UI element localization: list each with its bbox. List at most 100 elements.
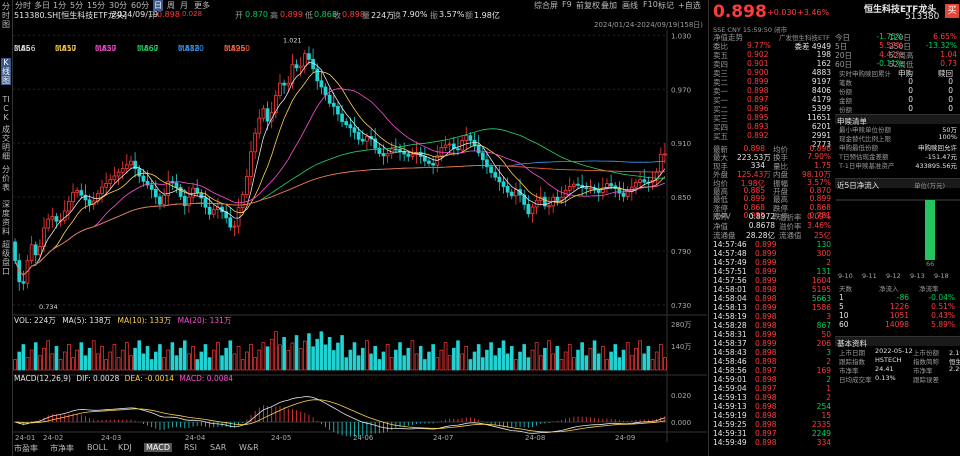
volume-bar [481, 357, 485, 371]
volume-bar [207, 357, 212, 371]
side-tab-super-book[interactable]: 超级盘口 [2, 240, 10, 276]
period-more[interactable]: 更多 [194, 1, 210, 10]
volume-bar [427, 351, 431, 371]
tab-sar[interactable]: SAR [210, 443, 227, 452]
stat-value: 4.42% [879, 50, 903, 59]
price-tick-label: 1.030 [671, 32, 691, 40]
volume-bar [216, 342, 220, 371]
side-tab-trades[interactable]: 成交明细 [2, 125, 10, 161]
period-week[interactable]: 周 [167, 1, 175, 10]
period-multi-day[interactable]: 多日 [34, 1, 50, 10]
volume-bar [505, 353, 510, 371]
candle-body [543, 196, 547, 207]
side-tab-intraday[interactable]: 分时图 [2, 2, 10, 29]
period-month[interactable]: 月 [180, 1, 188, 10]
chart-tools: 综合屏 F9 前复权 叠加 画线 F10 标记 +自选 返回 [0, 0, 708, 10]
period-5min[interactable]: 5分 [70, 1, 84, 10]
left-side-tabs: 分时图 K线图 TICK 成交明细 分价表 深度资料 超级盘口 [0, 0, 13, 456]
candle-body [29, 244, 34, 262]
subscribe-label: 份额 [839, 106, 852, 114]
ma-line [14, 165, 665, 276]
volume-bar [476, 344, 481, 371]
volume-bar [46, 340, 50, 371]
tick-price: 0.898 [755, 285, 777, 294]
quote-value: 0.870 [809, 186, 831, 195]
tab-rsi[interactable]: RSI [184, 443, 197, 452]
iopv-value: 0.8678 [748, 221, 775, 230]
candle-body [166, 181, 171, 196]
tool-add-favorite[interactable]: +自选 [678, 1, 701, 10]
tick-volume: 15 [821, 411, 831, 420]
volume-bar [232, 353, 237, 371]
iopv-value: 0.8972 [748, 212, 775, 221]
period-15min[interactable]: 15分 [87, 1, 106, 10]
quote-value: 3.57% [807, 177, 831, 187]
high-marker-label: 1.021 [283, 36, 302, 44]
basic-label: 指数简称 [913, 358, 939, 366]
buy-button[interactable]: 买 [945, 4, 959, 18]
tab-wr[interactable]: W&R [239, 443, 259, 452]
stat-label: 250日 [889, 42, 911, 51]
low-marker-label: 0.734 [39, 303, 58, 311]
stat-label: 60日 [835, 60, 853, 69]
subscribe-value: 0 [908, 95, 913, 104]
tool-draw[interactable]: 画线 [622, 1, 638, 10]
side-tab-depth[interactable]: 深度资料 [2, 200, 10, 236]
book-volume: 2991 [811, 131, 831, 140]
volume-bar [290, 342, 295, 371]
side-tab-kline[interactable]: K线图 [1, 58, 11, 85]
volume-bar [141, 353, 146, 371]
book-label: 买三 [713, 114, 728, 123]
quote-value: 1.98亿 [740, 178, 765, 188]
security-code-label: 513380 [905, 12, 940, 22]
volume-bar [149, 359, 154, 371]
flow-head: 天数 [839, 285, 852, 293]
tool-mark[interactable]: 标记 [658, 1, 674, 10]
tab-pb[interactable]: 市净率 [50, 444, 74, 453]
flow-days: 10 [839, 311, 849, 320]
price-tick-label: 0.910 [671, 140, 691, 148]
tab-kdj[interactable]: KDJ [118, 443, 132, 452]
close-label: 收 [333, 11, 341, 20]
volume-bar [274, 331, 278, 371]
tab-pe[interactable]: 市盈率 [14, 444, 38, 453]
volume-bar [319, 331, 324, 371]
tab-macd[interactable]: MACD [144, 443, 172, 452]
period-intraday[interactable]: 分时 [15, 1, 31, 10]
candle-body [261, 108, 266, 119]
tick-price: 0.898 [755, 402, 777, 411]
quote-label: 开盘 [773, 187, 788, 196]
tool-adjust[interactable]: 前复权 [576, 1, 600, 10]
tab-boll[interactable]: BOLL [87, 443, 108, 452]
tick-volume: 2 [826, 393, 831, 402]
kline-chart[interactable]: 1.021 0.734 1.030 0.970 0.910 0.850 0.790 0.73… [13, 30, 707, 442]
candle-body [207, 206, 212, 215]
security-name: 恒生科技ETF龙头 [864, 5, 937, 15]
ma-line [14, 70, 666, 276]
flow-days: 5 [839, 302, 844, 311]
tick-price: 0.898 [755, 393, 777, 402]
side-tab-price-table[interactable]: 分价表 [2, 165, 10, 192]
tool-f10[interactable]: F10 [643, 0, 658, 9]
flow-net: 1226 [889, 302, 909, 311]
period-30min[interactable]: 30分 [109, 1, 128, 10]
tool-overview[interactable]: 综合屏 [534, 1, 558, 10]
volume-bar [398, 342, 402, 371]
basic-label: 日均成交率 [839, 376, 872, 384]
period-day[interactable]: 日 [153, 0, 163, 11]
candle-body [443, 144, 448, 148]
side-tab-tick[interactable]: TICK [2, 95, 10, 122]
basic-label: 上市日期 [839, 349, 865, 357]
date-tick-label: 24-01 [15, 434, 35, 442]
period-1min[interactable]: 1分 [53, 1, 67, 10]
iopv-label: 溢折率 [779, 213, 802, 222]
tool-overlay[interactable]: 叠加 [601, 1, 617, 10]
candle-body [476, 145, 481, 154]
volume-bar [601, 346, 605, 371]
tick-price: 0.898 [755, 348, 777, 357]
volume-bar [220, 355, 224, 371]
tool-f9[interactable]: F9 [562, 0, 572, 9]
book-volume: 8406 [811, 86, 831, 95]
volume-bar [381, 351, 386, 371]
period-60min[interactable]: 60分 [131, 1, 150, 10]
